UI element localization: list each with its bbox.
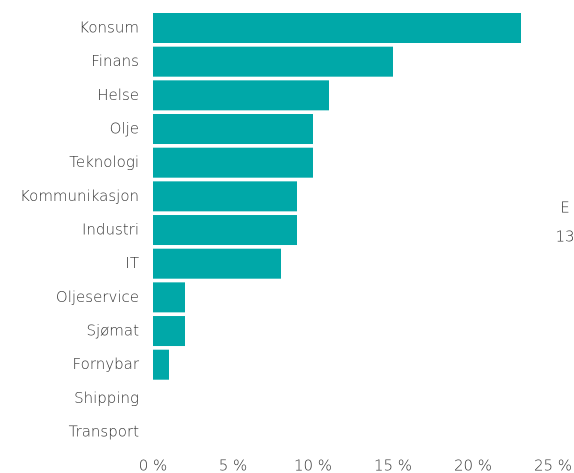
- bar: [153, 316, 185, 347]
- y-tick-label: Shipping: [74, 389, 139, 407]
- x-tick-label: 5 %: [219, 457, 248, 473]
- y-tick-label: Kommunikasjon: [20, 187, 139, 205]
- y-tick-label: Oljeservice: [56, 288, 139, 306]
- y-tick-label: Olje: [110, 120, 139, 138]
- bar: [153, 13, 521, 43]
- y-tick-label: Transport: [69, 423, 140, 441]
- bar: [153, 215, 297, 246]
- annotation: 13: [555, 228, 574, 246]
- x-tick-label: 25 %: [534, 457, 572, 473]
- bar: [153, 80, 329, 111]
- annotation: E: [560, 199, 569, 217]
- x-tick-label: 10 %: [294, 457, 332, 473]
- x-tick-label: 20 %: [454, 457, 492, 473]
- bar: [153, 147, 313, 178]
- y-tick-label: Industri: [82, 221, 139, 239]
- y-tick-label: Helse: [97, 86, 139, 104]
- bar: [153, 46, 393, 77]
- y-tick-label: Teknologi: [69, 153, 139, 171]
- y-tick-label: Sjømat: [86, 322, 139, 340]
- y-tick-label: Finans: [91, 52, 139, 70]
- bar: [153, 181, 297, 212]
- y-tick-label: Fornybar: [73, 355, 140, 373]
- x-tick-label: 15 %: [374, 457, 412, 473]
- x-tick-label: 0 %: [139, 457, 168, 473]
- bar: [153, 114, 313, 145]
- bar: [153, 248, 281, 279]
- bar: [153, 349, 169, 380]
- y-tick-label: IT: [125, 254, 139, 272]
- y-tick-label: Konsum: [79, 19, 139, 37]
- bar: [153, 282, 185, 313]
